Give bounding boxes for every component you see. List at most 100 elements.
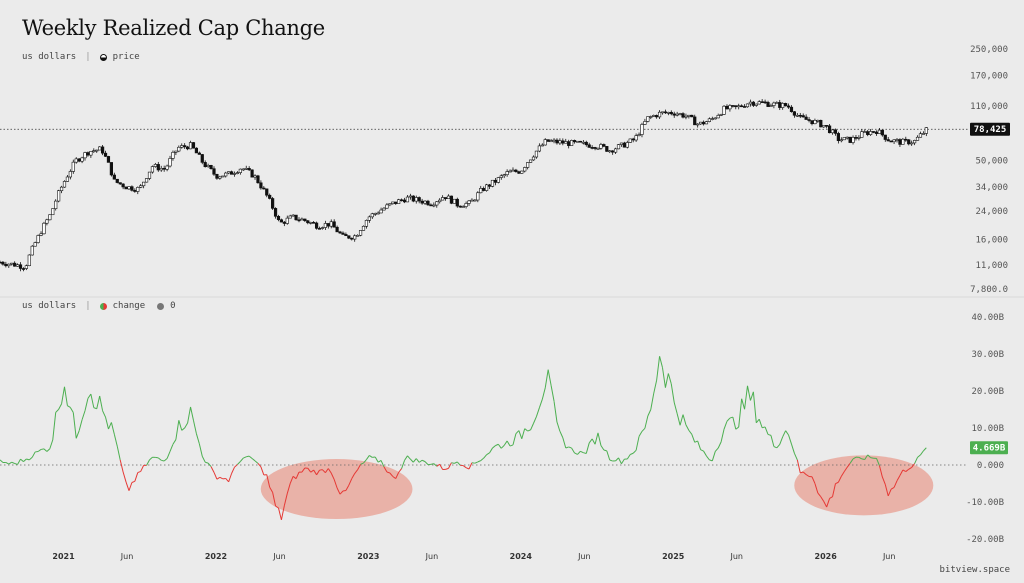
change-line-segment	[911, 463, 915, 468]
price-candle	[863, 131, 867, 133]
change-line-segment	[448, 462, 452, 469]
change-line-segment	[917, 454, 921, 458]
change-line-segment	[119, 459, 124, 473]
price-candle	[910, 142, 914, 145]
change-line-segment	[161, 459, 165, 462]
current-change-badge	[970, 441, 1008, 455]
price-candle-icon	[99, 53, 107, 61]
price-candle	[558, 140, 562, 144]
price-candle	[326, 223, 330, 227]
change-line-segment	[826, 498, 831, 508]
price-candle	[394, 201, 398, 204]
change-line-segment	[594, 432, 599, 445]
price-candle	[206, 165, 210, 168]
price-candle	[748, 101, 753, 105]
price-candle	[643, 121, 647, 125]
change-line-segment	[782, 430, 787, 438]
price-candle	[660, 111, 665, 114]
change-line-segment	[451, 462, 455, 464]
change-line-segment	[113, 434, 118, 447]
price-candle	[839, 139, 843, 142]
current-change-label: 4.669B	[973, 444, 1006, 454]
price-candle	[165, 165, 169, 170]
legend-separator: |	[85, 52, 91, 62]
change-line-segment	[533, 416, 537, 424]
price-candle	[411, 195, 415, 202]
change-line-segment	[650, 393, 655, 410]
change-line-segment	[811, 476, 816, 484]
price-series-label[interactable]: price	[112, 52, 140, 62]
change-line-segment	[357, 464, 362, 470]
change-panel: 40.00B 30.00B 20.00B 10.00B 0.000 -10.00B -20.…	[0, 313, 1008, 545]
change-line-segment	[102, 410, 106, 418]
change-line-segment	[902, 469, 907, 472]
price-candle	[400, 199, 404, 202]
price-candle	[306, 220, 310, 224]
price-candle	[224, 172, 228, 177]
x-tick-year-label: 2026	[815, 552, 838, 561]
price-candle	[901, 138, 905, 145]
change-line-segment	[518, 430, 523, 439]
change-line-segment	[530, 423, 534, 431]
price-candle	[792, 111, 797, 116]
price-candle	[121, 183, 125, 188]
price-candle	[895, 139, 899, 141]
change-line-segment	[78, 419, 83, 431]
change-line-segment	[260, 466, 265, 476]
price-candle	[159, 167, 163, 171]
price-candle	[344, 234, 348, 237]
zero-line-label[interactable]: 0	[170, 301, 176, 311]
price-candle	[215, 173, 219, 179]
change-line-segment	[377, 460, 382, 463]
price-candle	[276, 216, 281, 221]
change-line-segment	[40, 448, 45, 450]
legend-separator: |	[85, 301, 91, 311]
price-candle	[405, 196, 410, 203]
change-line-segment	[562, 437, 567, 449]
change-line-segment	[99, 395, 104, 411]
price-candle	[124, 186, 128, 190]
change-line-segment	[146, 459, 150, 466]
price-candle	[502, 174, 506, 177]
price-candle	[537, 145, 541, 152]
change-line-segment	[149, 456, 153, 461]
change-line-segment	[659, 356, 663, 368]
change-line-segment	[697, 440, 702, 450]
change-line-segment	[723, 421, 728, 430]
change-line-segment	[914, 457, 918, 464]
change-line-segment	[456, 461, 461, 466]
change-line-segment	[515, 430, 520, 435]
change-line-segment	[749, 391, 754, 401]
change-line-segment	[483, 454, 487, 459]
change-line-segment	[228, 473, 233, 483]
change-line-segment	[5, 462, 10, 465]
price-candle	[177, 146, 181, 152]
change-line-segment	[395, 472, 400, 479]
change-series-label[interactable]: change	[112, 301, 146, 311]
change-line-segment	[741, 398, 746, 410]
price-candle	[241, 168, 245, 171]
change-line-segment	[313, 469, 318, 476]
change-line-segment	[243, 456, 247, 459]
price-candle	[71, 161, 75, 172]
price-candle	[379, 209, 383, 214]
change-line-segment	[363, 459, 367, 464]
price-candle	[546, 139, 550, 142]
price-candle	[27, 254, 31, 266]
change-line-segment	[316, 469, 320, 476]
price-candle	[907, 139, 911, 145]
change-line-segment	[418, 459, 423, 463]
price-candle	[760, 101, 764, 103]
change-line-segment	[354, 469, 359, 474]
price-candle	[572, 140, 577, 143]
change-line-segment	[295, 471, 300, 479]
price-candle	[408, 195, 412, 198]
change-line-segment	[181, 427, 185, 431]
price-candle	[745, 103, 750, 108]
change-line-segment	[527, 429, 531, 432]
price-candle	[476, 192, 480, 201]
price-candle	[479, 188, 483, 194]
change-line-segment	[225, 478, 230, 483]
change-line-segment	[793, 453, 798, 461]
price-candle	[312, 222, 316, 224]
